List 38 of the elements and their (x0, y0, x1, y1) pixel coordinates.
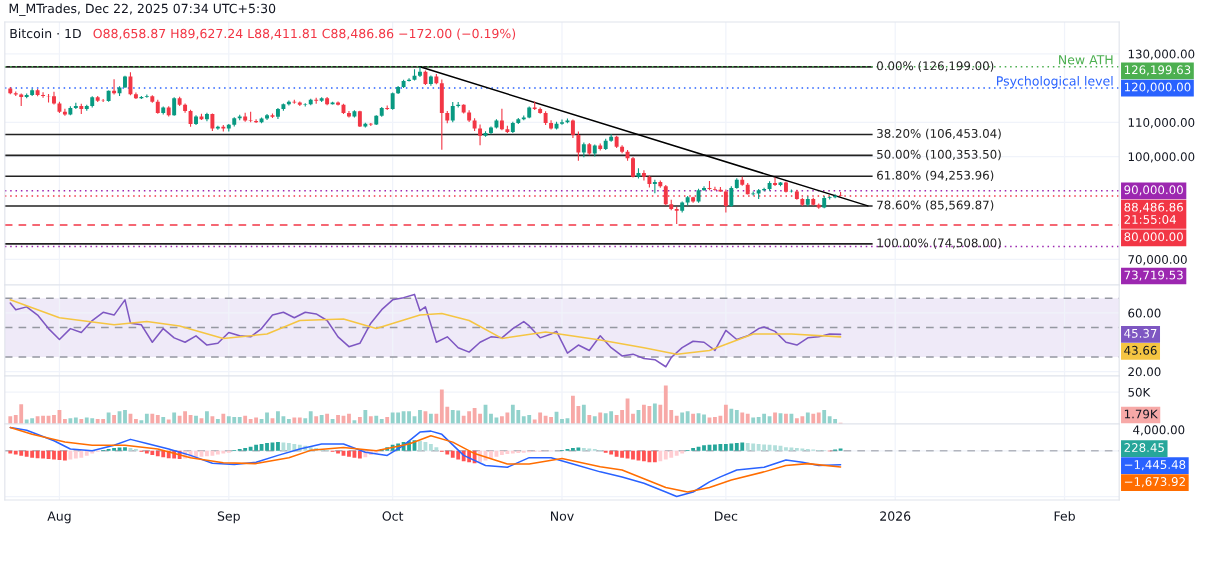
y-tick-label: 50K (1128, 387, 1151, 397)
ref-line-label: 0.00% (126,199.00) (877, 61, 994, 72)
ref-line-label: 61.80% (94,253.96) (877, 170, 994, 182)
annotation: New ATH (1059, 55, 1113, 65)
annotation: Psychological level (997, 75, 1113, 89)
text: 1.79K (1124, 409, 1158, 419)
x-tick-label: Oct (382, 511, 404, 521)
y-tick-label: 60.00 (1128, 308, 1161, 318)
ref-line-label: 88,486.86 21:55:04 (1124, 202, 1183, 224)
text: −1,445.48 (1124, 460, 1186, 471)
chart-title: Bitcoin · 1D (10, 28, 81, 39)
ref-line-label: 80,000.00 (1124, 232, 1183, 243)
text: 45.37 (1124, 328, 1157, 338)
y-tick-label: 130,000.00 (1128, 49, 1195, 60)
x-tick-label: Dec (715, 511, 738, 521)
ref-line-label: 90,000.00 (1124, 185, 1183, 196)
text: 4,000.00 (1133, 425, 1185, 436)
ref-line-label: 78.60% (85,569.87) (877, 200, 994, 211)
chart-subtitle: O88,658.87 H89,627.24 L88,411.81 C88,486.86 −172.00 (−0.19%) (93, 28, 516, 40)
ref-line-label: 100.00% (74,508.00) (877, 238, 1001, 249)
text: 228.45 (1124, 443, 1164, 453)
y-tick-label: 110,000.00 (1128, 118, 1195, 129)
ref-line-label: 50.00% (100,353.50) (877, 149, 1001, 161)
text: M_MTrades, Dec 22, 2025 07:34 UTC+5:30 (9, 3, 276, 16)
y-tick-label: 100,000.00 (1128, 152, 1195, 163)
x-tick-label: Sep (217, 511, 240, 524)
x-tick-label: 2026 (880, 511, 911, 521)
ref-line-label: 126,199.63 (1124, 65, 1191, 76)
ref-line-label: 120,000.00 (1124, 82, 1191, 93)
text: 43.66 (1124, 345, 1157, 355)
text: −1,673.92 (1124, 477, 1185, 488)
x-tick-label: Nov (551, 511, 574, 521)
y-tick-label: 20.00 (1128, 367, 1161, 377)
ref-line-label: 73,719.53 (1124, 270, 1183, 281)
x-tick-label: Aug (47, 511, 71, 524)
y-tick-label: 70,000.00 (1128, 255, 1187, 266)
ref-line-label: 38.20% (106,453.04) (877, 128, 1001, 140)
x-tick-label: Feb (1054, 511, 1075, 521)
